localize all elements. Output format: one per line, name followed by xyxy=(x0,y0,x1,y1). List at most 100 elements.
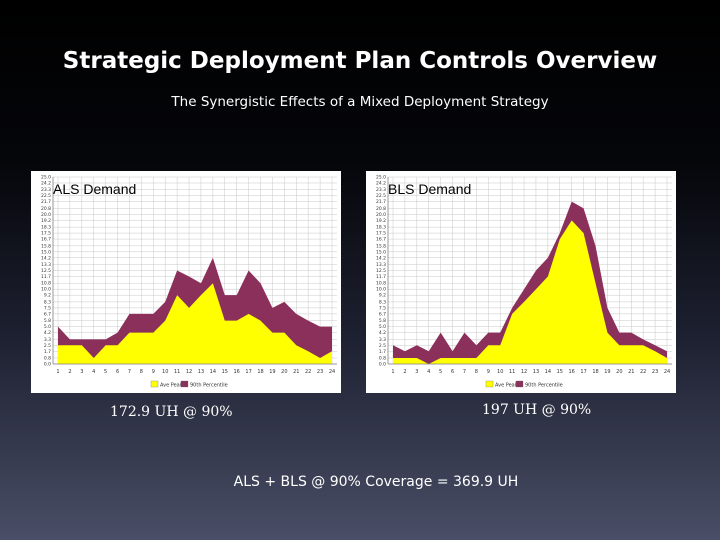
als-x-tick-label: 15 xyxy=(222,369,228,375)
als-y-tick-label: 10.8 xyxy=(41,281,51,287)
als-x-tick-label: 8 xyxy=(140,369,143,375)
als-legend: Ave Peak 90th Percentile xyxy=(150,380,228,389)
page-subtitle: The Synergistic Effects of a Mixed Deplo… xyxy=(171,94,549,110)
als-x-tick-label: 7 xyxy=(128,369,131,375)
als-y-tick-label: 12.5 xyxy=(41,268,51,274)
bls-x-tick-label: 20 xyxy=(616,369,622,375)
bls-x-tick-label: 8 xyxy=(475,369,478,375)
bls-y-tick-label: 12.5 xyxy=(376,268,386,274)
bls-x-tick-label: 18 xyxy=(592,369,598,375)
als-y-tick-label: 23.3 xyxy=(41,187,51,193)
bls-x-tick-label: 19 xyxy=(604,369,610,375)
als-x-tick-label: 4 xyxy=(92,369,95,375)
als-chart-svg: 0.00.81.72.53.34.25.05.86.77.58.39.210.0… xyxy=(41,175,337,389)
bls-y-tick-label: 15.0 xyxy=(376,249,386,255)
bls-x-tick-label: 16 xyxy=(569,369,575,375)
bls-y-tick-label: 16.7 xyxy=(376,237,386,243)
bls-x-tick-label: 11 xyxy=(509,369,515,375)
bls-y-tick-label: 3.3 xyxy=(379,337,386,343)
als-x-tick-label: 24 xyxy=(329,369,335,375)
als-series-ave-peak xyxy=(58,283,332,364)
bls-x-tick-label: 22 xyxy=(640,369,646,375)
bls-y-tick-label: 4.2 xyxy=(379,330,386,336)
als-x-tick-label: 13 xyxy=(198,369,204,375)
bls-y-tick-label: 20.8 xyxy=(376,206,386,212)
als-capacity-caption: 172.9 UH @ 90% xyxy=(110,404,233,420)
bls-x-tick-label: 7 xyxy=(463,369,466,375)
bls-y-tick-label: 5.8 xyxy=(379,318,386,324)
als-y-tick-label: 17.5 xyxy=(41,231,51,237)
bls-chart-title: BLS Demand xyxy=(388,181,472,197)
bls-x-tick-label: 9 xyxy=(487,369,490,375)
bls-y-tick-label: 10.8 xyxy=(376,281,386,287)
bls-chart-svg: 0.00.81.72.53.34.25.05.86.77.58.39.210.0… xyxy=(376,175,672,389)
als-y-tick-label: 13.3 xyxy=(41,262,51,268)
bls-legend-swatch-90th xyxy=(515,380,524,388)
bls-x-tick-label: 23 xyxy=(652,369,658,375)
bls-y-tick-label: 25.0 xyxy=(376,175,386,181)
als-x-tick-label: 20 xyxy=(281,369,287,375)
bls-x-tick-label: 12 xyxy=(521,369,527,375)
als-y-tick-label: 16.7 xyxy=(41,237,51,243)
bls-x-tick-label: 3 xyxy=(415,369,418,375)
bls-legend-label-ave-peak: Ave Peak xyxy=(495,383,518,389)
bls-y-tick-label: 22.5 xyxy=(376,193,386,199)
bls-y-tick-label: 10.0 xyxy=(376,287,386,293)
als-y-tick-label: 25.0 xyxy=(41,175,51,181)
als-y-tick-label: 14.2 xyxy=(41,255,51,261)
als-y-tick-label: 20.0 xyxy=(41,212,51,218)
bls-y-tick-label: 7.5 xyxy=(379,305,386,311)
bls-y-tick-label: 0.0 xyxy=(379,362,386,368)
als-x-tick-label: 5 xyxy=(104,369,107,375)
als-x-tick-label: 22 xyxy=(305,369,311,375)
bls-demand-chart: 0.0 0.8 1.7 2.5 3.3 4.2 5.0 5.8 6.7 7.5 8.3 9.2 10.0… xyxy=(366,171,676,393)
als-x-tick-label: 10 xyxy=(162,369,168,375)
bls-series-ave-peak xyxy=(393,220,667,364)
als-y-tick-label: 8.3 xyxy=(44,299,51,305)
bls-x-tick-label: 17 xyxy=(580,369,586,375)
bls-legend-swatch-ave-peak xyxy=(485,380,494,388)
bls-y-tick-label: 15.8 xyxy=(376,243,386,249)
bls-y-tick-label: 1.7 xyxy=(379,349,386,355)
als-x-tick-label: 6 xyxy=(116,369,119,375)
bls-legend-label-90th: 90th Percentile xyxy=(525,383,563,389)
als-y-tick-label: 3.3 xyxy=(44,337,51,343)
bls-x-tick-label: 2 xyxy=(403,369,406,375)
als-y-tick-label: 19.2 xyxy=(41,218,51,224)
als-x-tick-label: 2 xyxy=(68,369,71,375)
als-y-tick-label: 24.2 xyxy=(41,180,51,186)
bls-y-tick-label: 20.0 xyxy=(376,212,386,218)
als-y-tick-label: 7.5 xyxy=(44,305,51,311)
als-x-tick-label: 17 xyxy=(245,369,251,375)
als-x-tick-label: 18 xyxy=(257,369,263,375)
als-y-tick-label: 0.0 xyxy=(44,362,51,368)
bls-y-tick-label: 14.2 xyxy=(376,255,386,261)
als-demand-chart: 0.0 0.8 1.7 2.5 3.3 4.2 5.0 5.8 6.7 7.5 8.3 9.2 10.0… xyxy=(31,171,341,393)
als-y-tick-label: 9.2 xyxy=(44,293,51,299)
bls-x-tick-label: 24 xyxy=(664,369,670,375)
als-x-tick-label: 11 xyxy=(174,369,180,375)
als-x-tick-label: 3 xyxy=(80,369,83,375)
bls-y-tick-label: 18.3 xyxy=(376,225,386,231)
als-y-tick-label: 10.0 xyxy=(41,287,51,293)
bls-x-tick-label: 21 xyxy=(628,369,634,375)
als-x-tick-label: 23 xyxy=(317,369,323,375)
als-legend-swatch-ave-peak xyxy=(150,380,159,388)
bls-y-tick-label: 8.3 xyxy=(379,299,386,305)
bls-y-tick-label: 17.5 xyxy=(376,231,386,237)
als-y-tick-label: 1.7 xyxy=(44,349,51,355)
bls-y-tick-label: 21.7 xyxy=(376,199,386,205)
als-y-tick-label: 21.7 xyxy=(41,199,51,205)
bls-y-tick-label: 9.2 xyxy=(379,293,386,299)
als-x-tick-label: 16 xyxy=(234,369,240,375)
als-legend-label-ave-peak: Ave Peak xyxy=(160,383,183,389)
bls-x-tick-label: 1 xyxy=(391,369,394,375)
bls-x-tick-label: 5 xyxy=(439,369,442,375)
bls-x-tick-label: 14 xyxy=(545,369,551,375)
als-y-tick-label: 2.5 xyxy=(44,343,51,349)
als-y-tick-label: 20.8 xyxy=(41,206,51,212)
als-x-tick-label: 1 xyxy=(56,369,59,375)
als-y-tick-label: 6.7 xyxy=(44,311,51,317)
als-y-tick-label: 15.8 xyxy=(41,243,51,249)
als-y-tick-label: 5.8 xyxy=(44,318,51,324)
